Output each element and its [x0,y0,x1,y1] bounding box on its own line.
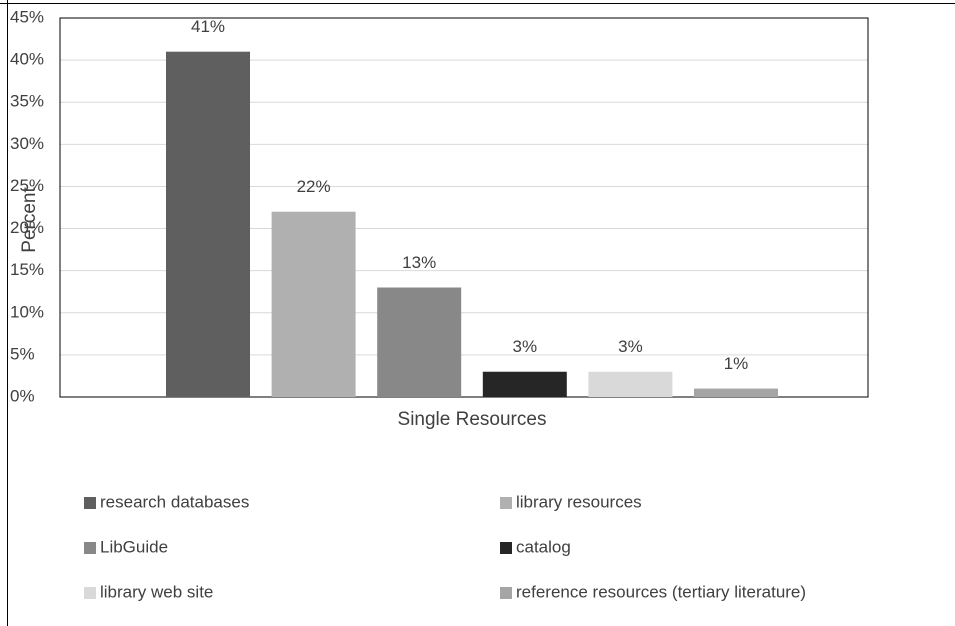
data-label: 3% [618,337,643,356]
y-tick-label: 10% [10,302,44,321]
data-label: 41% [191,17,225,36]
data-label: 3% [513,337,538,356]
y-axis-title: Percent [19,187,40,253]
legend-swatch [500,587,512,599]
bar [377,287,462,397]
legend-label: research databases [100,492,249,511]
legend-label: library resources [516,492,642,511]
x-axis-title: Single Resources [398,409,547,430]
legend-label: LibGuide [100,537,168,556]
legend-swatch [500,497,512,509]
legend-label: reference resources (tertiary literature… [516,582,806,601]
legend-label: library web site [100,582,213,601]
y-tick-label: 5% [10,344,35,363]
y-tick-label: 40% [10,50,44,69]
data-label: 22% [297,177,331,196]
bar [271,211,356,397]
bar [166,51,250,397]
data-label: 13% [402,253,436,272]
y-tick-label: 15% [10,260,44,279]
bar [482,371,567,397]
bar [694,388,778,397]
data-label: 1% [724,354,749,373]
y-tick-label: 35% [10,92,44,111]
y-tick-label: 45% [10,7,44,26]
y-tick-label: 20% [10,218,44,237]
bar [588,371,673,397]
legend-label: catalog [516,537,571,556]
y-tick-label: 30% [10,134,44,153]
legend-swatch [500,542,512,554]
legend-swatch [84,542,96,554]
legend-swatch [84,587,96,599]
legend-swatch [84,497,96,509]
y-tick-label: 0% [10,386,35,405]
y-tick-label: 25% [10,176,44,195]
